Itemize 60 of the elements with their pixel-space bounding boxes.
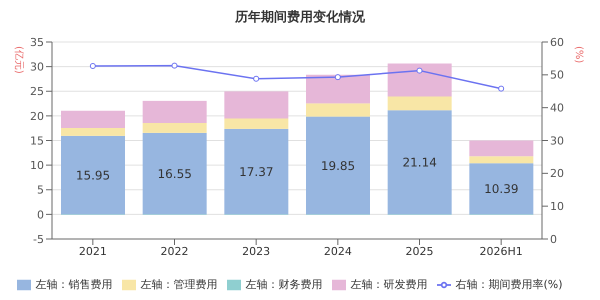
point xyxy=(90,62,96,69)
point xyxy=(253,76,260,82)
data-label: 21.14 xyxy=(402,156,437,170)
bar xyxy=(469,156,534,164)
x-tick-label: 2025 xyxy=(406,244,434,258)
bar xyxy=(224,128,288,214)
y-tick-label: -5 xyxy=(33,232,44,246)
y2-tick-label: 10 xyxy=(550,200,564,214)
bar xyxy=(61,128,125,136)
data-label: 19.85 xyxy=(320,158,356,173)
y2-axis-title: (%) xyxy=(573,46,584,64)
point xyxy=(498,86,504,92)
bar xyxy=(224,118,288,129)
y-tick-label: 35 xyxy=(30,36,44,49)
bar xyxy=(224,91,288,118)
y-axis-title: (亿元) xyxy=(13,46,24,74)
bar xyxy=(306,116,370,214)
bar xyxy=(306,74,370,104)
legend-label: 左轴：财务费用 xyxy=(245,278,322,291)
y-tick-label: 15 xyxy=(30,134,44,148)
x-tick-label: 2021 xyxy=(78,244,107,258)
y-tick-label: 0 xyxy=(37,208,44,222)
y2-tick-label: 60 xyxy=(550,36,564,49)
y-tick-label: 20 xyxy=(30,110,44,123)
bar xyxy=(61,110,125,128)
y-tick-label: 5 xyxy=(37,184,44,197)
x-tick-label: 2026H1 xyxy=(480,244,523,258)
bar xyxy=(142,100,207,124)
data-label: 15.95 xyxy=(76,168,110,182)
data-label: 17.37 xyxy=(239,164,274,179)
bar xyxy=(61,136,125,214)
y2-tick-label: 20 xyxy=(550,167,564,180)
bar xyxy=(142,123,207,133)
x-tick-label: 2023 xyxy=(242,244,270,258)
bar xyxy=(142,132,207,214)
bar xyxy=(306,103,370,117)
bar xyxy=(469,140,534,156)
bar xyxy=(388,110,452,214)
point xyxy=(416,68,422,74)
x-tick-label: 2022 xyxy=(160,244,188,258)
point xyxy=(172,62,178,69)
legend-label: 右轴：期间费用率(%) xyxy=(455,278,563,291)
chart-title: 历年期间费用变化情况 xyxy=(234,8,366,27)
bar xyxy=(469,163,534,214)
y-tick-label: 10 xyxy=(30,159,44,172)
legend-label: 左轴：销售费用 xyxy=(35,278,112,291)
y2-tick-label: 30 xyxy=(550,134,564,148)
bar xyxy=(388,96,452,110)
data-label: 16.55 xyxy=(157,166,192,181)
y2-tick-label: 50 xyxy=(550,68,564,82)
y2-tick-label: 0 xyxy=(550,232,557,246)
y-tick-label: 25 xyxy=(30,85,44,98)
data-label: 10.39 xyxy=(484,182,519,196)
point xyxy=(334,74,341,80)
bar xyxy=(388,63,452,96)
y-tick-label: 30 xyxy=(30,60,44,74)
x-tick-label: 2024 xyxy=(324,244,352,258)
legend-label: 左轴：管理费用 xyxy=(140,278,218,291)
y2-tick-label: 40 xyxy=(550,102,564,115)
legend-label: 左轴：研发费用 xyxy=(350,278,428,291)
